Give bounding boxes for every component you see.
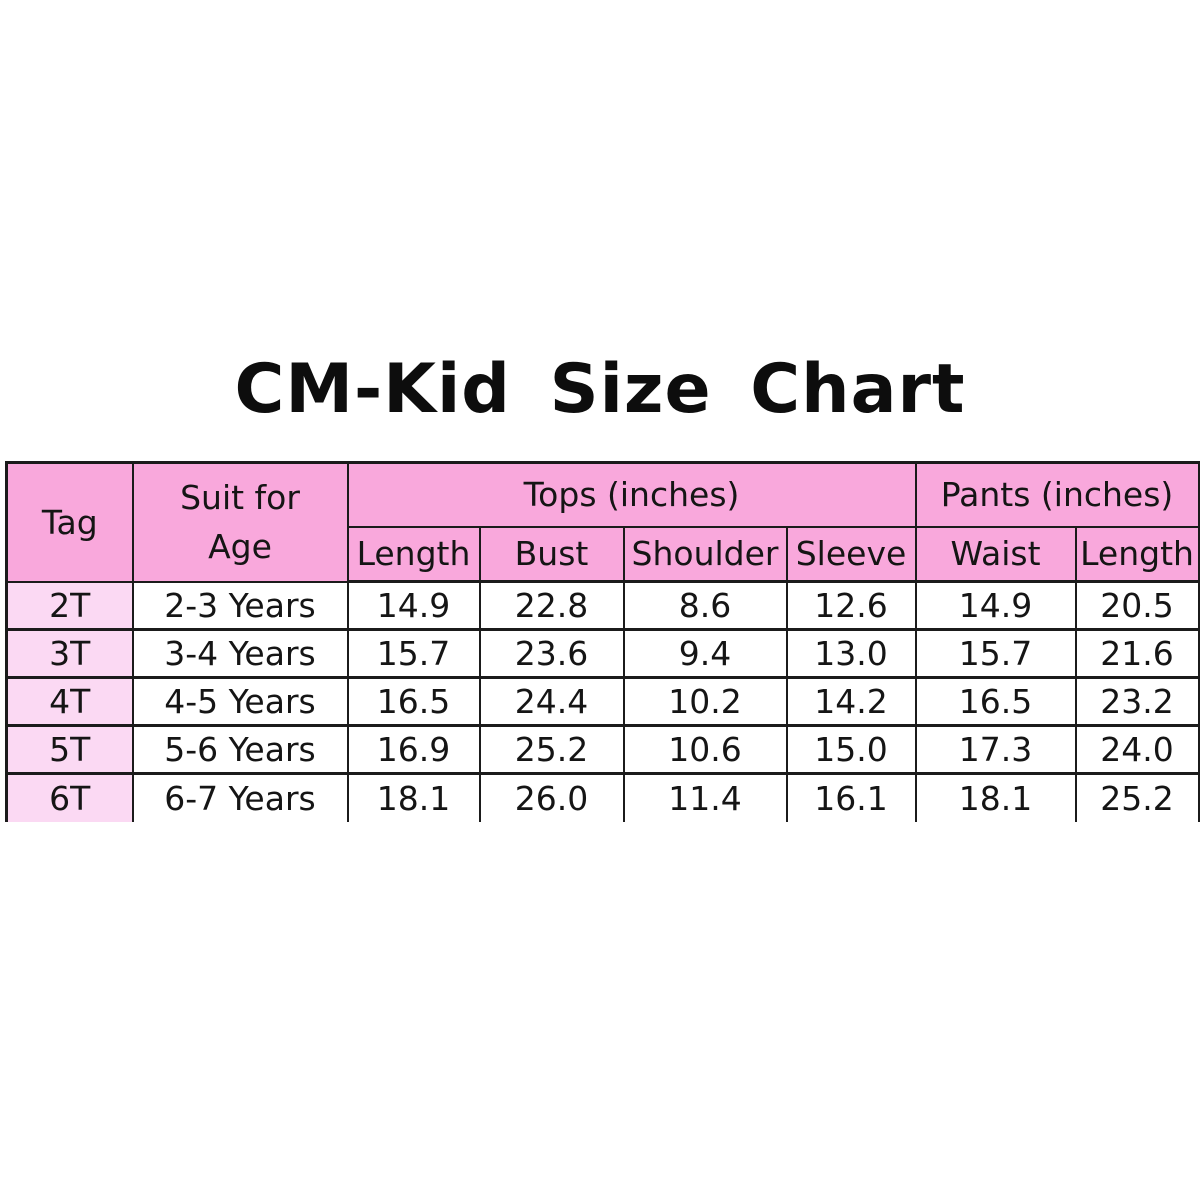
- column-header-age-line1: Suit for: [180, 477, 300, 517]
- size-value-cell: 14.2: [785, 676, 917, 727]
- size-value-cell: 14.9: [346, 580, 481, 631]
- size-value-cell: 14.9: [914, 580, 1077, 631]
- size-value-cell: 25.2: [1074, 772, 1200, 822]
- age-cell: 3-4 Years: [131, 628, 349, 679]
- column-header-waist: Waist: [914, 525, 1077, 583]
- age-cell: 6-7 Years: [131, 772, 349, 822]
- age-cell: 4-5 Years: [131, 676, 349, 727]
- size-value-cell: 24.0: [1074, 724, 1200, 775]
- column-header-age: Suit for Age: [131, 461, 349, 583]
- size-value-cell: 18.1: [346, 772, 481, 822]
- tag-cell: 6T: [5, 772, 134, 822]
- size-value-cell: 24.4: [478, 676, 625, 727]
- size-value-cell: 23.6: [478, 628, 625, 679]
- size-value-cell: 10.2: [622, 676, 788, 727]
- column-group-tops: Tops (inches): [346, 461, 917, 528]
- size-value-cell: 10.6: [622, 724, 788, 775]
- size-value-cell: 18.1: [914, 772, 1077, 822]
- table-row: 3T 3-4 Years 15.7 23.6 9.4 13.0 15.7 21.…: [5, 628, 1200, 679]
- size-value-cell: 16.1: [785, 772, 917, 822]
- column-header-tag: Tag: [5, 461, 134, 583]
- column-header-pants-length: Length: [1074, 525, 1200, 583]
- table-row: 6T 6-7 Years 18.1 26.0 11.4 16.1 18.1 25…: [5, 772, 1200, 822]
- size-value-cell: 22.8: [478, 580, 625, 631]
- table-header: Tag Suit for Age Tops (inches) Pants (in…: [5, 461, 1200, 583]
- page-title: CM-Kid Size Chart: [234, 350, 966, 429]
- size-value-cell: 23.2: [1074, 676, 1200, 727]
- size-value-cell: 9.4: [622, 628, 788, 679]
- size-value-cell: 8.6: [622, 580, 788, 631]
- tag-cell: 4T: [5, 676, 134, 727]
- table-row: 2T 2-3 Years 14.9 22.8 8.6 12.6 14.9 20.…: [5, 580, 1200, 631]
- column-header-age-line2: Age: [208, 527, 272, 567]
- size-value-cell: 17.3: [914, 724, 1077, 775]
- size-value-cell: 16.9: [346, 724, 481, 775]
- size-value-cell: 11.4: [622, 772, 788, 822]
- tag-cell: 2T: [5, 580, 134, 631]
- size-value-cell: 15.7: [346, 628, 481, 679]
- size-value-cell: 26.0: [478, 772, 625, 822]
- column-header-bust: Bust: [478, 525, 625, 583]
- column-header-tops-length: Length: [346, 525, 481, 583]
- size-value-cell: 15.7: [914, 628, 1077, 679]
- tag-cell: 5T: [5, 724, 134, 775]
- size-value-cell: 15.0: [785, 724, 917, 775]
- size-value-cell: 12.6: [785, 580, 917, 631]
- size-value-cell: 16.5: [914, 676, 1077, 727]
- age-cell: 5-6 Years: [131, 724, 349, 775]
- size-value-cell: 21.6: [1074, 628, 1200, 679]
- size-value-cell: 16.5: [346, 676, 481, 727]
- size-value-cell: 20.5: [1074, 580, 1200, 631]
- size-chart-table: Tag Suit for Age Tops (inches) Pants (in…: [5, 461, 1200, 822]
- column-header-sleeve: Sleeve: [785, 525, 917, 583]
- table-row: 5T 5-6 Years 16.9 25.2 10.6 15.0 17.3 24…: [5, 724, 1200, 775]
- size-value-cell: 13.0: [785, 628, 917, 679]
- table-row: 4T 4-5 Years 16.5 24.4 10.2 14.2 16.5 23…: [5, 676, 1200, 727]
- tag-cell: 3T: [5, 628, 134, 679]
- column-group-pants: Pants (inches): [914, 461, 1200, 528]
- column-header-shoulder: Shoulder: [622, 525, 788, 583]
- size-value-cell: 25.2: [478, 724, 625, 775]
- age-cell: 2-3 Years: [131, 580, 349, 631]
- table-body: 2T 2-3 Years 14.9 22.8 8.6 12.6 14.9 20.…: [5, 580, 1200, 822]
